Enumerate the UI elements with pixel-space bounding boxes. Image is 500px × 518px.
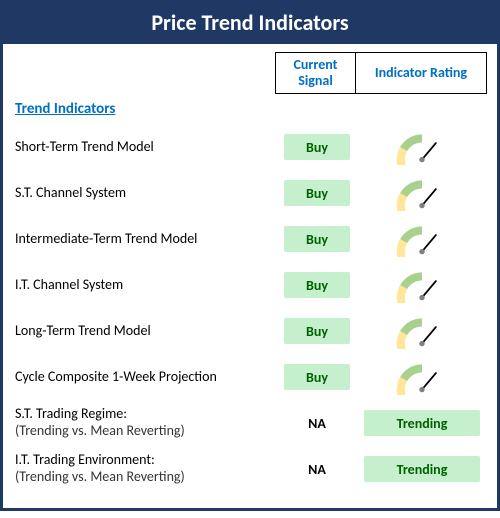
signal-cell: Buy	[277, 318, 357, 344]
signal-cell: Buy	[277, 134, 357, 160]
indicator-label: S.T. Channel System	[13, 185, 277, 202]
column-header-box: Current Signal Indicator Rating	[275, 52, 487, 94]
indicator-label: S.T. Trading Regime:(Trending vs. Mean R…	[13, 406, 277, 440]
rating-cell	[357, 129, 487, 165]
indicator-rows: Short-Term Trend ModelBuyS.T. Channel Sy…	[13, 124, 487, 492]
indicator-row: S.T. Trading Regime:(Trending vs. Mean R…	[13, 400, 487, 446]
header-indicator-rating: Indicator Rating	[356, 53, 486, 93]
indicator-row: I.T. Channel System Buy	[13, 262, 487, 308]
gauge-icon	[387, 175, 457, 211]
gauge-icon	[387, 129, 457, 165]
signal-na: NA	[308, 461, 326, 478]
header-current-signal-text: Current Signal	[293, 56, 337, 89]
signal-pill-buy: Buy	[284, 134, 350, 160]
rating-cell: Trending	[357, 456, 487, 482]
panel-title: Price Trend Indicators	[3, 3, 497, 44]
gauge-icon	[387, 313, 457, 349]
signal-pill-buy: Buy	[284, 318, 350, 344]
gauge-icon	[387, 359, 457, 395]
indicator-label: Long-Term Trend Model	[13, 323, 277, 340]
indicator-row: Cycle Composite 1-Week Projection Buy	[13, 354, 487, 400]
signal-pill-buy: Buy	[284, 272, 350, 298]
rating-pill: Trending	[364, 410, 480, 436]
gauge-icon	[387, 221, 457, 257]
signal-pill-buy: Buy	[284, 226, 350, 252]
indicator-row: I.T. Trading Environment:(Trending vs. M…	[13, 446, 487, 492]
rating-pill: Trending	[364, 456, 480, 482]
signal-cell: Buy	[277, 226, 357, 252]
indicator-label: I.T. Channel System	[13, 277, 277, 294]
indicator-row: Short-Term Trend Model Buy	[13, 124, 487, 170]
indicator-label: Cycle Composite 1-Week Projection	[13, 369, 277, 386]
signal-cell: NA	[277, 461, 357, 478]
signal-pill-buy: Buy	[284, 180, 350, 206]
signal-na: NA	[308, 415, 326, 432]
rating-cell	[357, 267, 487, 303]
rating-cell: Trending	[357, 410, 487, 436]
indicator-row: Long-Term Trend Model Buy	[13, 308, 487, 354]
indicator-row: Intermediate-Term Trend Model Buy	[13, 216, 487, 262]
indicator-label: I.T. Trading Environment:(Trending vs. M…	[13, 452, 277, 486]
rating-cell	[357, 359, 487, 395]
rating-cell	[357, 221, 487, 257]
indicator-row: S.T. Channel System Buy	[13, 170, 487, 216]
signal-cell: Buy	[277, 272, 357, 298]
panel-content: Current Signal Indicator Rating Trend In…	[3, 44, 497, 508]
price-trend-panel: Price Trend Indicators Current Signal In…	[0, 0, 500, 511]
column-header-row: Current Signal Indicator Rating	[13, 52, 487, 94]
section-label-trend-indicators: Trend Indicators	[15, 100, 487, 118]
indicator-label: Intermediate-Term Trend Model	[13, 231, 277, 248]
indicator-label: Short-Term Trend Model	[13, 139, 277, 156]
signal-cell: Buy	[277, 180, 357, 206]
header-indicator-rating-text: Indicator Rating	[375, 65, 467, 81]
signal-pill-buy: Buy	[284, 364, 350, 390]
header-current-signal: Current Signal	[276, 53, 356, 93]
signal-cell: NA	[277, 415, 357, 432]
gauge-icon	[387, 267, 457, 303]
rating-cell	[357, 313, 487, 349]
signal-cell: Buy	[277, 364, 357, 390]
rating-cell	[357, 175, 487, 211]
